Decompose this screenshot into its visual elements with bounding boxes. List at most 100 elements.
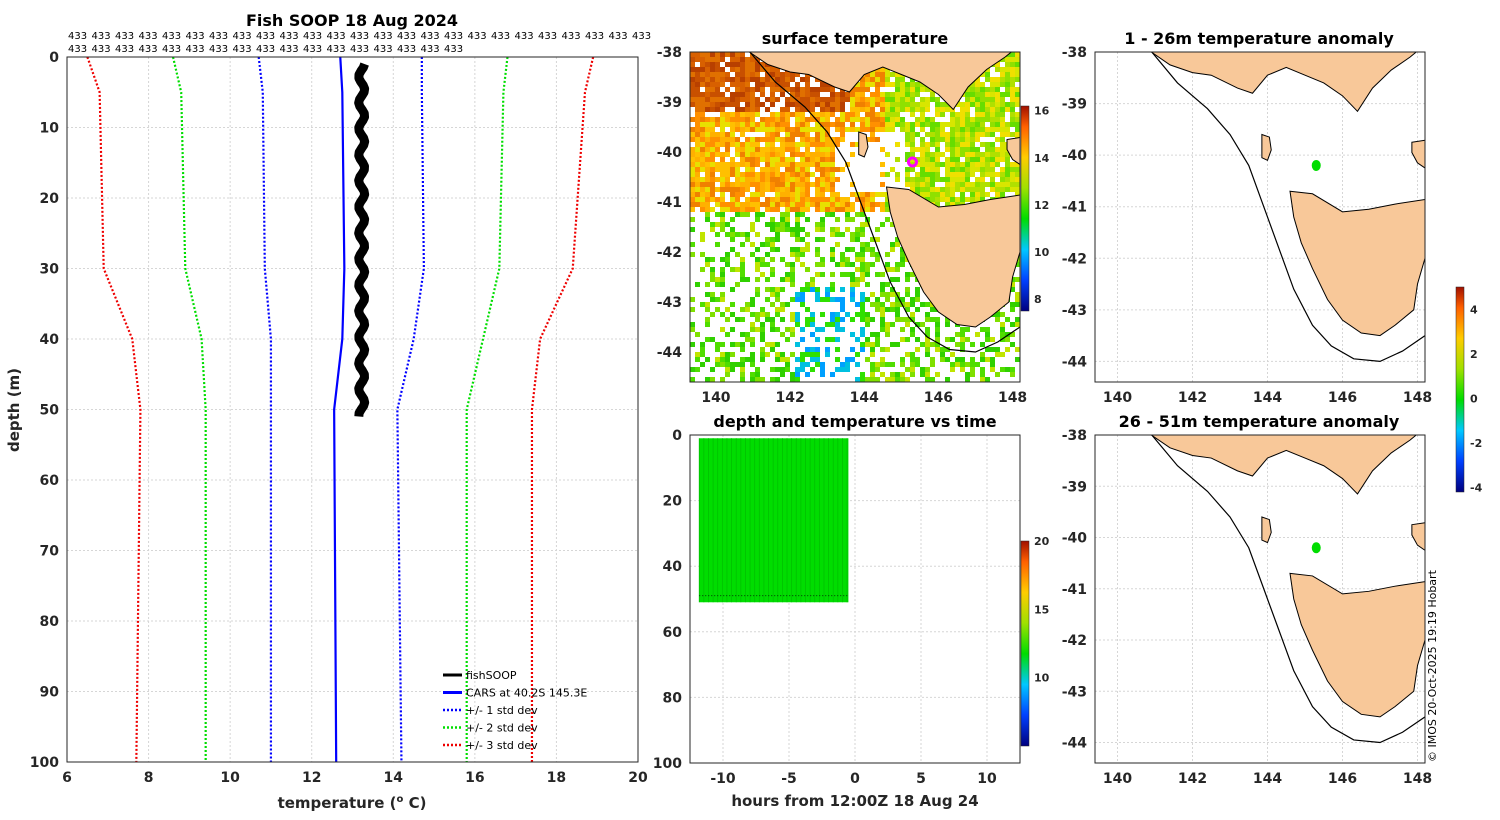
sst-cell bbox=[960, 112, 965, 117]
sst-cell bbox=[725, 62, 730, 67]
time-depth-trace bbox=[698, 438, 849, 603]
sst-cell bbox=[885, 92, 890, 97]
sst-cell bbox=[1010, 177, 1015, 182]
sst-cell bbox=[865, 322, 870, 327]
sst-cell bbox=[975, 167, 980, 172]
sst-cell bbox=[970, 122, 975, 127]
sst-cell bbox=[905, 92, 910, 97]
sst-cell bbox=[710, 292, 715, 297]
sst-cell bbox=[1015, 292, 1020, 297]
sst-cell bbox=[895, 267, 900, 272]
sst-cell bbox=[890, 307, 895, 312]
sst-cell bbox=[985, 377, 990, 382]
sst-cell bbox=[790, 202, 795, 207]
sst-cell bbox=[720, 267, 725, 272]
sst-cell bbox=[905, 102, 910, 107]
sst-cell bbox=[845, 272, 850, 277]
sst-cell bbox=[705, 62, 710, 67]
sst-cell bbox=[775, 357, 780, 362]
sst-cell bbox=[1010, 162, 1015, 167]
sst-cell bbox=[750, 377, 755, 382]
sst-cell bbox=[950, 367, 955, 372]
y-tick-label: 60 bbox=[40, 473, 60, 489]
sst-cell bbox=[885, 127, 890, 132]
sst-cell bbox=[870, 102, 875, 107]
sst-cell bbox=[725, 152, 730, 157]
sst-cell bbox=[1005, 347, 1010, 352]
sst-cell bbox=[715, 52, 720, 57]
sst-cell bbox=[790, 127, 795, 132]
sst-cell bbox=[790, 142, 795, 147]
sst-cell bbox=[770, 177, 775, 182]
sst-cell bbox=[835, 117, 840, 122]
sst-cell bbox=[780, 117, 785, 122]
sst-cell bbox=[860, 292, 865, 297]
sst-cell bbox=[850, 347, 855, 352]
sst-cell bbox=[695, 57, 700, 62]
sst-cell bbox=[840, 137, 845, 142]
sst-cell bbox=[720, 352, 725, 357]
sst-cell bbox=[705, 177, 710, 182]
sst-cell bbox=[1005, 102, 1010, 107]
sst-cell bbox=[1000, 192, 1005, 197]
x-tick-label: 148 bbox=[998, 390, 1027, 406]
sst-cell bbox=[820, 362, 825, 367]
sst-cell bbox=[800, 117, 805, 122]
y-tick-label: -44 bbox=[1062, 354, 1088, 370]
y-tick-label: 80 bbox=[663, 690, 683, 706]
sst-cell bbox=[1000, 187, 1005, 192]
sst-cell bbox=[895, 157, 900, 162]
sst-cell bbox=[710, 312, 715, 317]
sst-land-king bbox=[858, 131, 869, 158]
x-tick-label: 18 bbox=[547, 770, 566, 786]
sst-cell bbox=[810, 157, 815, 162]
sst-cell bbox=[750, 222, 755, 227]
sst-cell bbox=[945, 122, 950, 127]
x-tick-label: 6 bbox=[62, 770, 72, 786]
sst-cell bbox=[780, 277, 785, 282]
sst-cell bbox=[740, 112, 745, 117]
sst-cell bbox=[910, 142, 915, 147]
sst-cell bbox=[790, 72, 795, 77]
sst-cell bbox=[1015, 297, 1020, 302]
y-tick-label: -41 bbox=[1062, 582, 1087, 598]
sst-cell bbox=[765, 72, 770, 77]
sst-cell bbox=[705, 322, 710, 327]
sst-cell bbox=[765, 172, 770, 177]
sst-cell bbox=[925, 377, 930, 382]
sst-cell bbox=[755, 317, 760, 322]
sst-cell bbox=[805, 82, 810, 87]
sst-cell bbox=[705, 192, 710, 197]
sst-cell bbox=[740, 97, 745, 102]
sst-cell bbox=[800, 87, 805, 92]
sst-cell bbox=[1010, 52, 1015, 57]
sst-cell bbox=[1010, 97, 1015, 102]
sst-cell bbox=[710, 62, 715, 67]
sst-cell bbox=[695, 167, 700, 172]
p4-land-flinders bbox=[1411, 139, 1425, 169]
sst-cell bbox=[880, 317, 885, 322]
sst-cell bbox=[715, 277, 720, 282]
sst-cell bbox=[730, 287, 735, 292]
sst-cell bbox=[780, 157, 785, 162]
sst-cell bbox=[880, 77, 885, 82]
sst-cell bbox=[815, 187, 820, 192]
sst-cell bbox=[870, 347, 875, 352]
sst-cell bbox=[765, 122, 770, 127]
sst-cell bbox=[720, 137, 725, 142]
header-label: 433 bbox=[92, 31, 111, 42]
sst-cell bbox=[745, 162, 750, 167]
sst-cell bbox=[925, 197, 930, 202]
sst-cell bbox=[905, 322, 910, 327]
sst-cell bbox=[815, 327, 820, 332]
sst-cell bbox=[980, 162, 985, 167]
sst-cell bbox=[705, 337, 710, 342]
sst-cell bbox=[785, 217, 790, 222]
sst-cell bbox=[1005, 167, 1010, 172]
sst-cell bbox=[970, 152, 975, 157]
sst-cell bbox=[930, 317, 935, 322]
sst-cell bbox=[820, 132, 825, 137]
sst-cell bbox=[780, 222, 785, 227]
sst-cell bbox=[810, 107, 815, 112]
